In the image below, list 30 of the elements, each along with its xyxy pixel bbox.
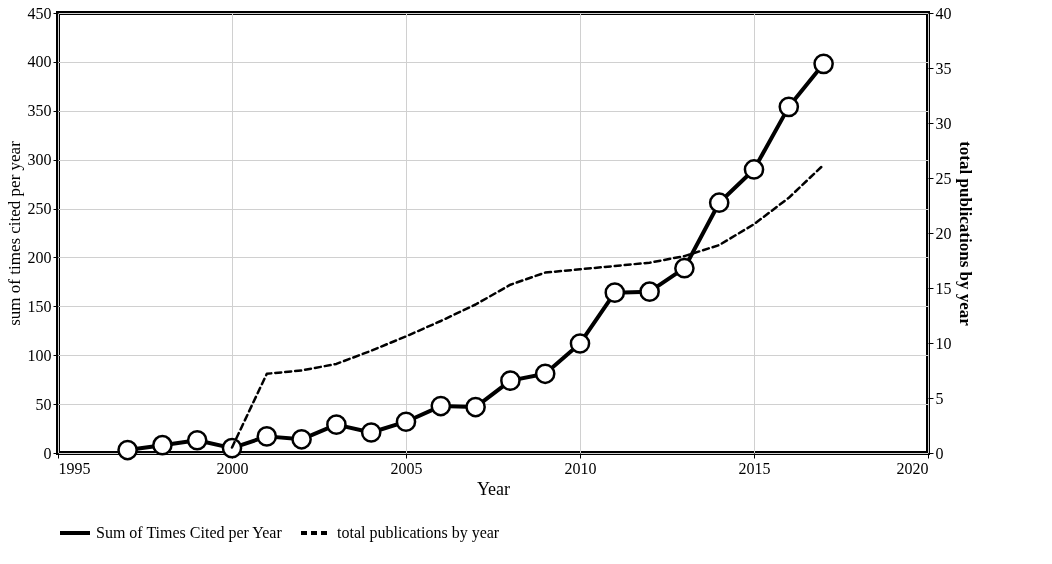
y-tick-label: 0	[43, 444, 52, 462]
y2-tick-label: 35	[935, 59, 952, 77]
y2-tick-label: 5	[935, 389, 944, 407]
y2-tick-label: 30	[935, 114, 952, 132]
legend-label: total publications by year	[337, 524, 500, 542]
y-tick-label: 200	[27, 248, 52, 266]
y-tick-label: 50	[35, 395, 52, 413]
y2-tick-label: 25	[935, 169, 952, 187]
y2-tick-label: 0	[935, 444, 944, 462]
x-tick-label: 2010	[564, 459, 597, 477]
y2-tick-label: 20	[935, 224, 952, 242]
y2-tick-label: 10	[935, 334, 952, 352]
y2-tick-label: 40	[935, 4, 952, 22]
x-tick-label: 2020	[896, 459, 929, 477]
y-tick-label: 150	[27, 297, 52, 315]
y-tick-label: 100	[27, 346, 52, 364]
x-tick-label: 1995	[58, 459, 91, 477]
y2-tick-label: 15	[935, 279, 952, 297]
y-tick-label: 450	[27, 4, 52, 22]
x-axis-title: Year	[476, 478, 511, 499]
y2-axis-title: total publications by year	[955, 141, 975, 327]
y-axis-title: sum of times cited per year	[4, 140, 24, 326]
x-tick-label: 2005	[390, 459, 423, 477]
y-tick-label: 350	[27, 102, 52, 120]
x-tick-label: 2015	[738, 459, 771, 477]
x-tick-label: 2000	[216, 459, 249, 477]
y-tick-label: 250	[27, 200, 52, 218]
legend-label: Sum of Times Cited per Year	[96, 524, 283, 542]
y-tick-label: 300	[27, 151, 52, 169]
y-tick-label: 400	[27, 53, 52, 71]
